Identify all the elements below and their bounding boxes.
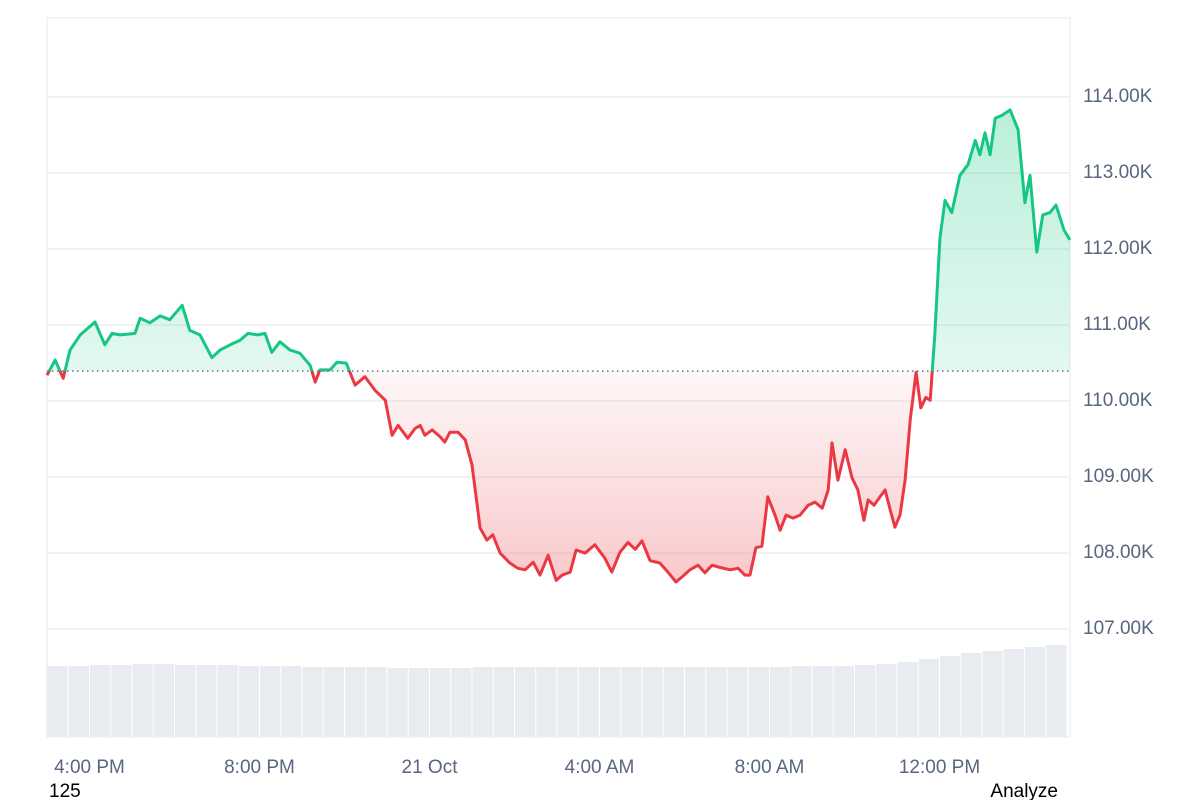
y-tick-label: 107.00K (1083, 618, 1154, 639)
y-tick-label: 110.00K (1083, 390, 1153, 411)
volume-bar (493, 667, 515, 737)
volume-bar (961, 653, 982, 737)
volume-bar (706, 667, 727, 737)
volume-bar (876, 664, 897, 737)
y-tick-label: 113.00K (1083, 162, 1153, 183)
volume-bar (366, 667, 387, 737)
volume-bar (1003, 649, 1025, 737)
volume-bar (642, 667, 663, 737)
volume-bar (982, 651, 1003, 737)
volume-bar (345, 667, 366, 737)
volume-bar (68, 666, 90, 737)
price-line (45, 108, 1072, 584)
volume-bar (153, 664, 175, 737)
x-tick-label: 4:00 AM (565, 757, 635, 778)
volume-bar (791, 666, 812, 737)
volume-bar (90, 665, 111, 737)
volume-bar (1046, 645, 1067, 737)
volume-bar (600, 667, 621, 737)
volume-bar (430, 668, 451, 737)
volume-bar (217, 665, 238, 737)
x-tick-label: 21 Oct (402, 757, 459, 778)
x-tick-label: 4:00 PM (54, 757, 125, 778)
volume-bar (451, 668, 472, 737)
volume-bar (175, 665, 196, 737)
volume-bar (408, 668, 430, 737)
volume-bar (260, 666, 281, 737)
volume-bar (578, 667, 600, 737)
volume-bar (536, 667, 557, 737)
volume-bar (663, 667, 685, 737)
volume-bar (557, 667, 578, 737)
y-tick-label: 112.00K (1083, 238, 1153, 259)
footer-left: 125 (49, 781, 81, 800)
volume-bar (387, 668, 408, 737)
volume-bar (685, 667, 706, 737)
volume-bar (897, 662, 918, 737)
volume-bar (727, 667, 748, 737)
y-tick-label: 109.00K (1083, 466, 1154, 487)
x-tick-label: 8:00 PM (224, 757, 295, 778)
x-tick-label: 12:00 PM (899, 757, 980, 778)
volume-bar (833, 666, 855, 737)
volume-bar (47, 666, 68, 737)
x-tick-label: 8:00 AM (735, 757, 805, 778)
volume-bar (323, 667, 345, 737)
volume-bar (812, 666, 833, 737)
volume-bar (940, 656, 961, 737)
volume-bar (748, 667, 770, 737)
volume-bar (111, 665, 132, 737)
y-tick-label: 114.00K (1083, 86, 1153, 107)
volume-bar (918, 659, 940, 737)
price-area (47, 110, 1070, 582)
volume-bar (281, 666, 302, 737)
volume-bar (238, 666, 260, 737)
volume-bar (515, 667, 536, 737)
volume-bar (302, 667, 323, 737)
volume-bar (621, 667, 642, 737)
footer-right[interactable]: Analyze (990, 781, 1058, 802)
y-tick-label: 111.00K (1083, 314, 1151, 335)
y-tick-label: 108.00K (1083, 542, 1154, 563)
volume-bar (132, 664, 153, 737)
volume-bar (770, 667, 791, 737)
volume-bar (196, 665, 217, 737)
volume-bar (472, 667, 493, 737)
volume-bar (1025, 647, 1046, 737)
volume-bar (855, 665, 876, 737)
